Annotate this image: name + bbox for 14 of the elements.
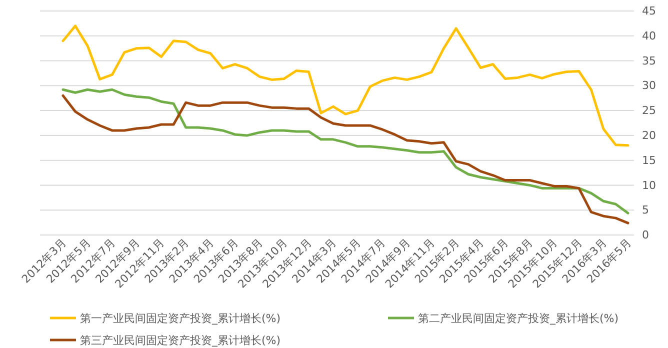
y-tick-label: 10	[642, 178, 656, 192]
legend-label: 第三产业民间固定资产投资_累计增长(%)	[80, 334, 281, 347]
y-tick-label: 0	[642, 228, 649, 242]
y-tick-label: 15	[642, 154, 656, 167]
line-series	[62, 24, 630, 147]
legend-label: 第二产业民间固定资产投资_累计增长(%)	[418, 312, 619, 325]
legend-label: 第一产业民间固定资产投资_累计增长(%)	[80, 312, 281, 325]
y-tick-label: 30	[642, 79, 656, 92]
y-tick-label: 25	[642, 104, 656, 118]
y-tick-label: 40	[642, 29, 656, 42]
y-tick-label: 5	[642, 204, 649, 217]
y-tick-label: 45	[642, 4, 656, 18]
y-tick-label: 20	[642, 128, 656, 142]
y-tick-label: 35	[642, 54, 656, 68]
